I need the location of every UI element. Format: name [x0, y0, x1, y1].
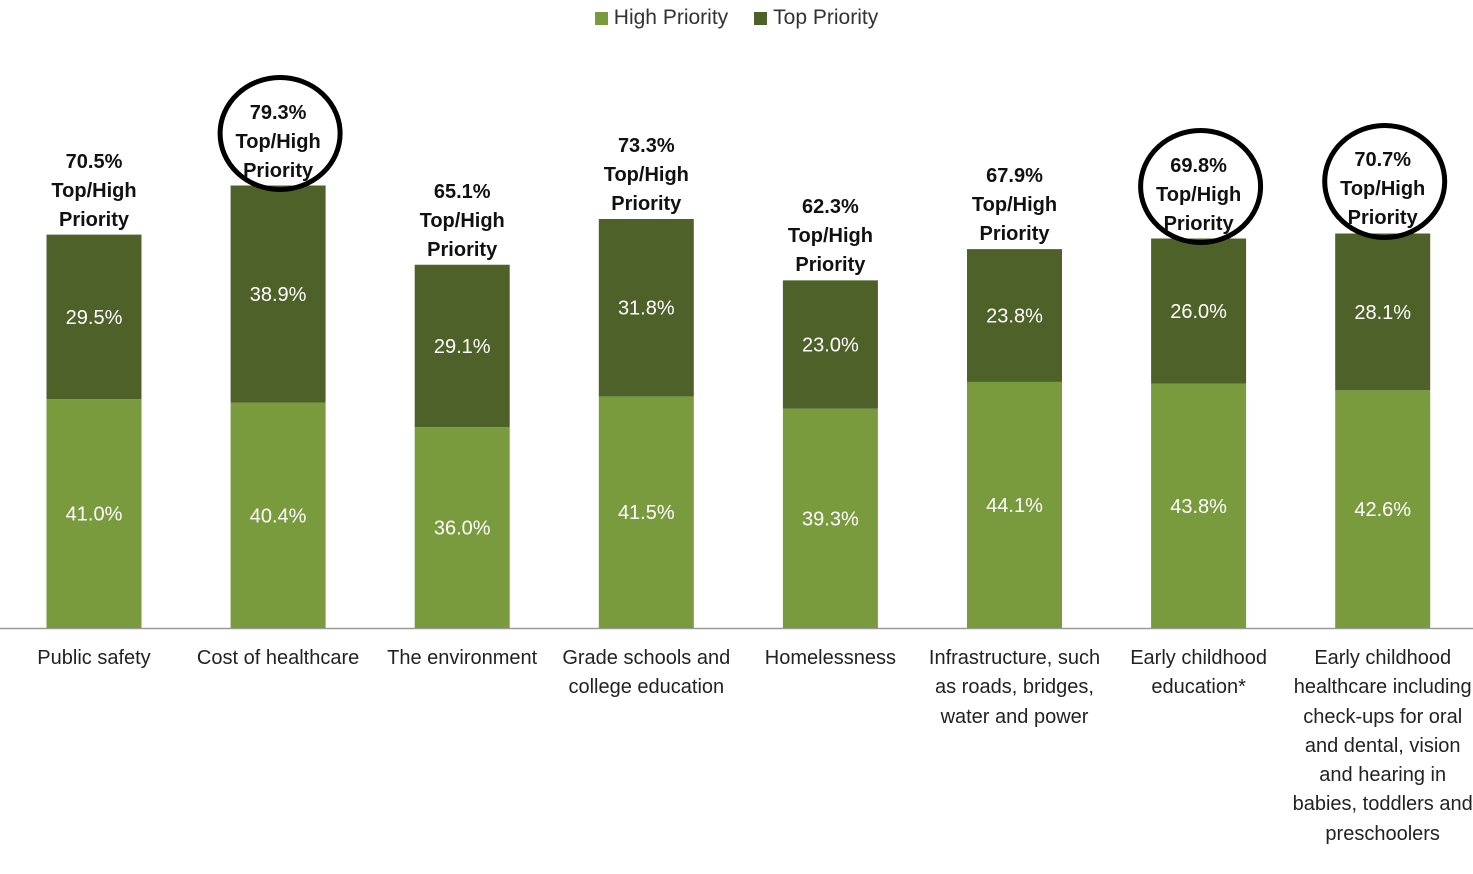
bar-top-priority [967, 249, 1062, 382]
total-label: 70.7% Top/High Priority [1303, 146, 1463, 233]
total-value: 70.7% [1354, 149, 1412, 172]
data-label-top: 29.1% [434, 336, 491, 358]
total-suffix: Top/High Priority [603, 163, 689, 215]
total-suffix: Top/High Priority [787, 225, 873, 277]
category-label: Early childhood healthcare including che… [1292, 647, 1473, 845]
data-label-top: 29.5% [66, 307, 123, 329]
bar-top-priority [230, 185, 326, 403]
bar-high-priority [230, 402, 326, 628]
total-value: 69.8% [1170, 154, 1227, 177]
bar-top-priority [46, 234, 142, 400]
total-suffix: Top/High Priority [51, 179, 137, 231]
total-value: 65.1% [433, 180, 491, 203]
total-suffix: Top/High Priority [1156, 183, 1242, 235]
total-suffix: Top/High Priority [1340, 178, 1426, 230]
legend-item-high: High Priority [594, 6, 729, 30]
category-label: Early childhood education* [1130, 647, 1267, 699]
legend: High Priority Top Priority [0, 6, 1473, 30]
data-label-high: 42.6% [1354, 499, 1411, 521]
total-suffix: Top/High Priority [971, 194, 1058, 246]
data-label-top: 28.1% [1354, 302, 1411, 324]
data-label-high: 43.8% [1170, 496, 1227, 518]
data-label-top: 26.0% [1170, 301, 1227, 323]
bar-high-priority [46, 399, 142, 628]
bar-top-priority [1151, 238, 1247, 384]
total-value: 73.3% [617, 134, 675, 157]
total-suffix: Top/High Priority [419, 209, 505, 261]
bar-top-priority [782, 280, 878, 409]
bar-high-priority [782, 408, 878, 628]
total-value: 79.3% [249, 101, 307, 124]
bar-high-priority [1335, 390, 1431, 628]
total-label: 65.1% Top/High Priority [382, 178, 542, 265]
category-label: Infrastructure, such as roads, bridges, … [928, 647, 1101, 728]
highlight-circle [1322, 122, 1448, 240]
total-label: 69.8% Top/High Priority [1119, 152, 1279, 239]
category-label: Grade schools and college education [562, 647, 731, 699]
total-label: 67.9% Top/High Priority [935, 162, 1095, 249]
bar-high-priority [598, 396, 694, 628]
data-label-high: 36.0% [434, 518, 491, 540]
data-label-top: 31.8% [618, 298, 675, 320]
total-label: 79.3% Top/High Priority [198, 99, 358, 186]
total-value: 67.9% [986, 165, 1043, 188]
legend-swatch-high [594, 11, 608, 25]
data-label-high: 39.3% [802, 508, 859, 530]
total-value: 70.5% [65, 150, 123, 173]
data-label-high: 40.4% [250, 505, 307, 527]
data-label-top: 38.9% [250, 284, 307, 306]
legend-label-top: Top Priority [773, 6, 879, 29]
highlight-circle [217, 75, 343, 193]
legend-label-high: High Priority [613, 6, 729, 29]
data-label-top: 23.8% [986, 306, 1043, 328]
data-label-high: 41.5% [618, 502, 675, 524]
total-label: 70.5% Top/High Priority [14, 148, 174, 235]
total-suffix: Top/High Priority [235, 130, 321, 182]
legend-item-top: Top Priority [754, 6, 878, 30]
highlight-circle [1138, 128, 1264, 246]
bar-high-priority [967, 381, 1062, 628]
category-label: Homelessness [764, 647, 896, 669]
total-label: 62.3% Top/High Priority [750, 193, 910, 280]
data-label-high: 44.1% [986, 495, 1043, 517]
total-label: 73.3% Top/High Priority [566, 132, 726, 219]
data-label-top: 23.0% [802, 335, 859, 357]
category-label: The environment [387, 647, 538, 669]
bar-high-priority [1151, 383, 1247, 628]
category-label: Public safety [37, 647, 151, 669]
legend-swatch-top [754, 11, 768, 25]
bar-top-priority [598, 218, 694, 397]
total-value: 62.3% [802, 196, 859, 219]
data-label-high: 41.0% [66, 504, 123, 526]
bar-high-priority [414, 427, 510, 628]
bar-top-priority [1335, 233, 1431, 391]
bar-top-priority [414, 264, 510, 428]
category-label: Cost of healthcare [196, 647, 360, 669]
